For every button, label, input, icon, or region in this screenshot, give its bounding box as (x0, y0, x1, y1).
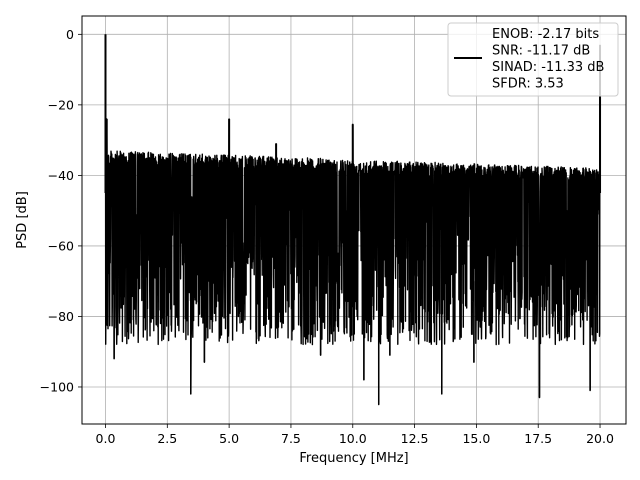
y-tick-label: −100 (40, 379, 74, 394)
x-tick-label: 12.5 (401, 431, 429, 446)
x-tick-label: 17.5 (524, 431, 552, 446)
plot-area-frame (81, 15, 627, 425)
x-tick-label: 0.0 (96, 431, 116, 446)
legend-entry-sfdr: SFDR: 3.53 (492, 77, 564, 92)
series-layer (104, 34, 602, 406)
y-axis-label: PSD [dB] (15, 191, 30, 249)
y-tick-label: 0 (66, 27, 74, 42)
x-tick-label: 10.0 (339, 431, 367, 446)
legend-entry-sinad: SINAD: -11.33 dB (492, 60, 604, 75)
y-tick-label: −40 (48, 168, 74, 183)
legend: ENOB: -2.17 bits SNR: -11.17 dB SINAD: -… (447, 22, 619, 97)
x-axis-label: Frequency [MHz] (299, 451, 408, 466)
x-tick-label: 20.0 (586, 431, 614, 446)
legend-box (447, 22, 619, 97)
ticks: 0.0 2.5 5.0 7.5 10.0 12.5 15.0 17.5 20.0 0 −20 −40 −… (40, 27, 614, 446)
y-tick-label: −80 (48, 309, 74, 324)
x-tick-label: 2.5 (157, 431, 177, 446)
y-tick-label: −60 (48, 238, 74, 253)
x-tick-label: 5.0 (219, 431, 239, 446)
legend-entry-enob: ENOB: -2.17 bits (492, 27, 599, 42)
y-tick-label: −20 (48, 97, 74, 112)
x-tick-label: 7.5 (281, 431, 301, 446)
legend-entry-snr: SNR: -11.17 dB (492, 44, 590, 59)
x-tick-label: 15.0 (462, 431, 490, 446)
